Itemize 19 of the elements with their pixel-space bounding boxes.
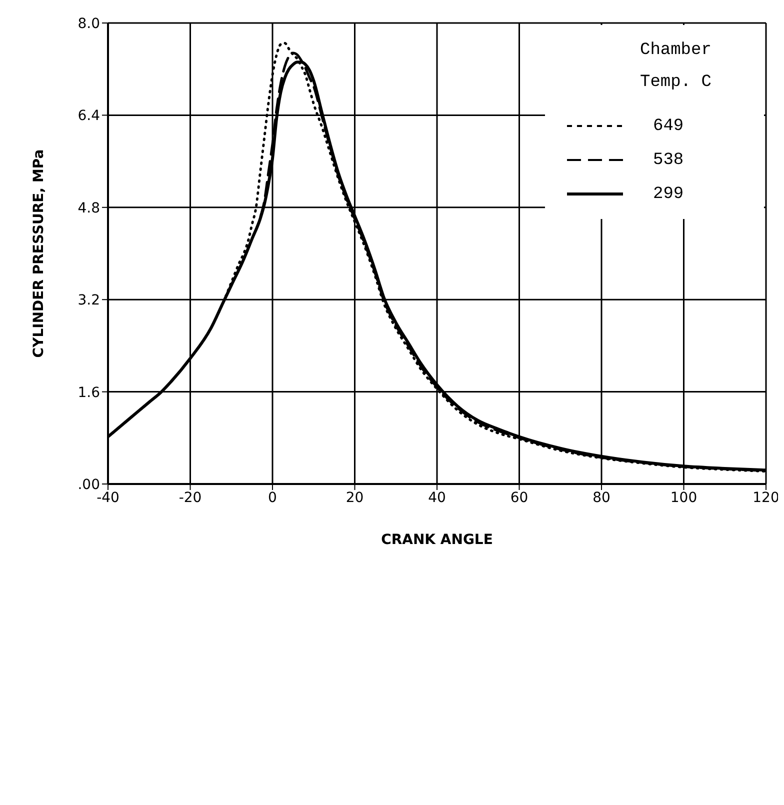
x-axis-title: CRANK ANGLE xyxy=(381,532,493,548)
y-tick-label: 6.4 xyxy=(78,108,100,124)
y-tick-label: 8.0 xyxy=(78,16,100,32)
y-axis-title: CYLINDER PRESSURE, MPa xyxy=(30,149,47,358)
x-tick-label: 80 xyxy=(592,490,610,506)
legend-label: 299 xyxy=(653,184,684,204)
y-tick-label: 3.2 xyxy=(78,292,100,309)
legend-label: 538 xyxy=(653,150,684,170)
x-tick-label: 0 xyxy=(268,490,277,506)
x-tick-label: 100 xyxy=(670,490,698,506)
y-tick-label: 1.6 xyxy=(78,384,100,401)
legend-title: Chamber Temp. C xyxy=(640,40,712,94)
y-tick-label: 4.8 xyxy=(78,200,100,216)
x-tick-label: -20 xyxy=(178,490,202,506)
x-tick-label: 60 xyxy=(510,490,528,506)
x-tick-label: 20 xyxy=(346,490,364,506)
x-tick-label: 120 xyxy=(752,490,780,506)
x-tick-label: 40 xyxy=(428,490,446,506)
legend-label: 649 xyxy=(653,116,684,136)
